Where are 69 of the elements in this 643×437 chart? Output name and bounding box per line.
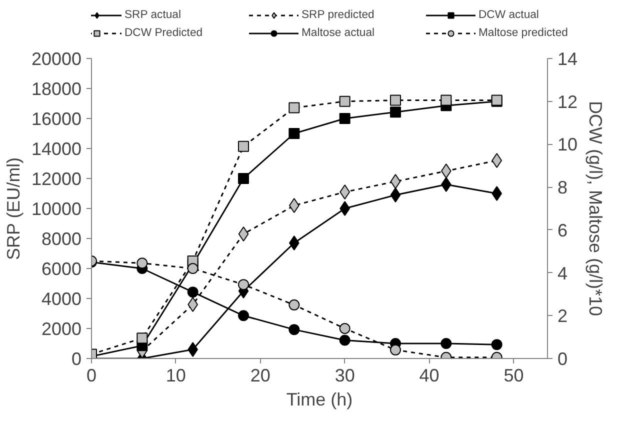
point [390,344,401,356]
x-tick-label: 20 [250,366,270,386]
point [491,339,502,350]
y2-tick-label: 14 [558,49,578,69]
point [136,332,148,344]
y-tick-label: 14000 [31,139,82,159]
point [340,184,350,200]
point [441,177,452,192]
point [390,174,401,189]
point [188,342,198,357]
y-tick-label: 0 [71,349,82,369]
y2-tick-label: 12 [558,92,578,112]
point [238,279,249,290]
point [339,334,350,346]
x-tick-label: 30 [334,366,355,386]
point [339,323,350,334]
x-tick-label: 50 [504,366,524,386]
y-axis-title: SRP (EU/ml) [3,157,24,260]
legend-label: Maltose predicted [478,26,569,40]
point [288,128,300,139]
point [440,94,452,106]
legend-label: SRP predicted [302,8,376,22]
point [390,94,401,106]
y2-tick-label: 10 [558,134,578,155]
point [390,106,401,118]
point [289,236,300,250]
legend-label: SRP actual [124,8,182,22]
y2-tick-label: 2 [558,306,568,326]
legend-label: DCW actual [478,8,540,22]
point [390,188,401,202]
point [238,173,249,184]
point [492,186,502,201]
point [339,113,350,124]
point [339,96,350,107]
point [440,338,452,349]
y-tick-label: 20000 [31,49,82,69]
point [288,299,300,310]
point [188,297,198,312]
point [238,310,249,322]
y2-tick-label: 0 [558,349,568,369]
point [238,140,249,152]
y-tick-label: 12000 [31,169,82,189]
y2-tick-label: 8 [558,178,568,198]
x-tick-label: 0 [86,366,97,386]
y-tick-label: 16000 [31,109,82,129]
y-tick-label: 6000 [41,259,82,279]
legend-label: DCW Predicted [124,26,204,40]
y2-tick-label: 4 [558,263,568,284]
point [492,153,502,168]
y-tick-label: 10000 [31,199,82,219]
x-tick-label: 40 [419,366,440,386]
point [340,201,350,216]
point [289,198,300,213]
y-tick-label: 2000 [41,319,82,339]
y-tick-label: 4000 [41,289,82,309]
point [187,263,198,274]
point [136,258,148,269]
y-tick-label: 8000 [41,229,82,249]
point [187,286,198,298]
y2-tick-label: 6 [558,220,568,240]
y2-axis-title: DCW (g/l), Maltose (g/l)*10 [586,100,606,316]
point [441,164,452,178]
x-tick-label: 10 [166,366,186,386]
legend-label: Maltose actual [302,26,376,40]
point [288,102,300,114]
point [288,324,300,336]
y-tick-label: 18000 [31,79,82,99]
x-axis-title: Time (h) [286,390,353,410]
point [238,226,249,242]
